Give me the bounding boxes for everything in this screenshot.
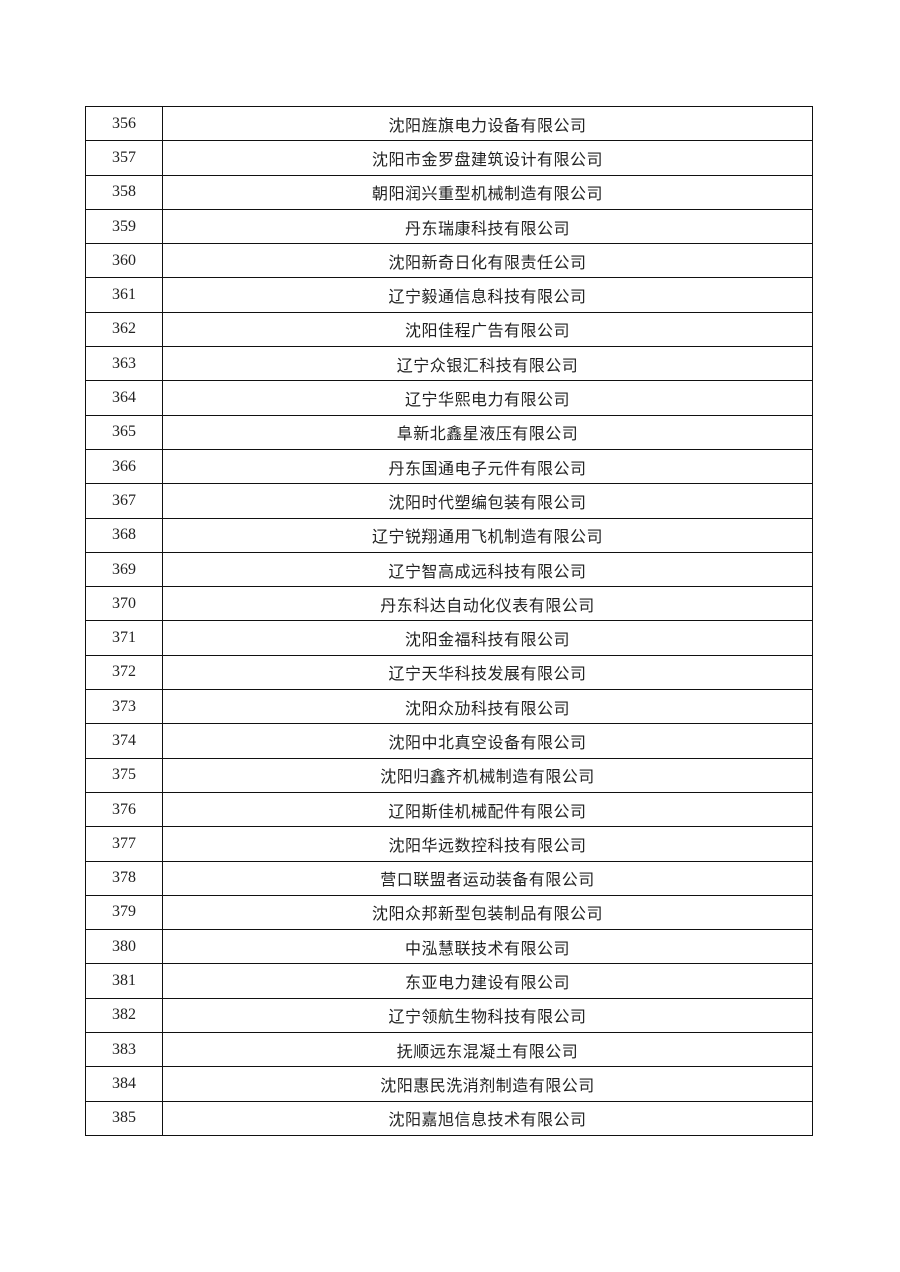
- row-number: 376: [85, 791, 163, 828]
- table-row: 357 沈阳市金罗盘建筑设计有限公司: [85, 140, 813, 176]
- row-number: 383: [85, 1032, 163, 1068]
- row-number: 363: [85, 346, 163, 382]
- company-name: 辽宁毅通信息科技有限公司: [162, 277, 813, 313]
- row-number: 357: [85, 140, 163, 176]
- row-number: 362: [85, 311, 163, 348]
- row-number: 374: [85, 723, 163, 759]
- table-row: 384 沈阳惠民洗消剂制造有限公司: [85, 1066, 813, 1102]
- table-row: 365 阜新北鑫星液压有限公司: [85, 414, 813, 450]
- company-name: 沈阳众邦新型包装制品有限公司: [162, 894, 813, 931]
- row-number: 369: [85, 551, 163, 588]
- company-name: 沈阳嘉旭信息技术有限公司: [162, 1100, 813, 1136]
- company-name: 沈阳佳程广告有限公司: [162, 311, 813, 348]
- row-number: 370: [85, 586, 163, 622]
- table-row: 364 辽宁华熙电力有限公司: [85, 380, 813, 416]
- company-name: 沈阳旌旗电力设备有限公司: [162, 105, 813, 142]
- row-number: 366: [85, 448, 163, 485]
- row-number: 367: [85, 483, 163, 519]
- company-name: 沈阳时代塑编包装有限公司: [162, 483, 813, 519]
- company-name: 辽宁天华科技发展有限公司: [162, 654, 813, 691]
- row-number: 378: [85, 860, 163, 896]
- table-row: 367 沈阳时代塑编包装有限公司: [85, 483, 813, 519]
- table-row: 380 中泓慧联技术有限公司: [85, 929, 813, 965]
- table-row: 361 辽宁毅通信息科技有限公司: [85, 277, 813, 313]
- table-row: 381 东亚电力建设有限公司: [85, 963, 813, 999]
- table-row: 369 辽宁智高成远科技有限公司: [85, 551, 813, 588]
- row-number: 361: [85, 277, 163, 313]
- company-name: 朝阳润兴重型机械制造有限公司: [162, 174, 813, 210]
- company-name: 抚顺远东混凝土有限公司: [162, 1032, 813, 1068]
- company-name: 营口联盟者运动装备有限公司: [162, 860, 813, 896]
- company-name: 辽宁华熙电力有限公司: [162, 380, 813, 416]
- table-row: 383 抚顺远东混凝土有限公司: [85, 1032, 813, 1068]
- company-name: 辽宁锐翔通用飞机制造有限公司: [162, 517, 813, 553]
- company-name: 东亚电力建设有限公司: [162, 963, 813, 999]
- table-row: 377 沈阳华远数控科技有限公司: [85, 826, 813, 862]
- table-row: 376 辽阳斯佳机械配件有限公司: [85, 791, 813, 828]
- row-number: 384: [85, 1066, 163, 1102]
- company-name: 辽宁智高成远科技有限公司: [162, 551, 813, 588]
- table-row: 382 辽宁领航生物科技有限公司: [85, 997, 813, 1034]
- company-name: 辽宁领航生物科技有限公司: [162, 997, 813, 1034]
- company-name: 沈阳华远数控科技有限公司: [162, 826, 813, 862]
- row-number: 356: [85, 105, 163, 142]
- row-number: 360: [85, 243, 163, 279]
- company-name: 沈阳市金罗盘建筑设计有限公司: [162, 140, 813, 176]
- company-name: 丹东瑞康科技有限公司: [162, 208, 813, 245]
- company-name: 沈阳众劢科技有限公司: [162, 689, 813, 725]
- table-row: 360 沈阳新奇日化有限责任公司: [85, 243, 813, 279]
- company-name: 沈阳归鑫齐机械制造有限公司: [162, 757, 813, 793]
- table-row: 374 沈阳中北真空设备有限公司: [85, 723, 813, 759]
- table-row: 363 辽宁众银汇科技有限公司: [85, 346, 813, 382]
- row-number: 377: [85, 826, 163, 862]
- table-row: 378 营口联盟者运动装备有限公司: [85, 860, 813, 896]
- row-number: 365: [85, 414, 163, 450]
- company-name: 中泓慧联技术有限公司: [162, 929, 813, 965]
- row-number: 371: [85, 620, 163, 656]
- table-row: 385 沈阳嘉旭信息技术有限公司: [85, 1100, 813, 1136]
- table-row: 373 沈阳众劢科技有限公司: [85, 689, 813, 725]
- table-row: 375 沈阳归鑫齐机械制造有限公司: [85, 757, 813, 793]
- table-body: 356 沈阳旌旗电力设备有限公司 357 沈阳市金罗盘建筑设计有限公司 358 朝阳润兴重…: [85, 105, 813, 1136]
- row-number: 364: [85, 380, 163, 416]
- company-name: 沈阳金福科技有限公司: [162, 620, 813, 656]
- company-name: 沈阳新奇日化有限责任公司: [162, 243, 813, 279]
- table-row: 372 辽宁天华科技发展有限公司: [85, 654, 813, 691]
- table-row: 379 沈阳众邦新型包装制品有限公司: [85, 894, 813, 931]
- company-name: 丹东科达自动化仪表有限公司: [162, 586, 813, 622]
- company-name: 沈阳惠民洗消剂制造有限公司: [162, 1066, 813, 1102]
- row-number: 368: [85, 517, 163, 553]
- row-number: 381: [85, 963, 163, 999]
- company-name: 辽宁众银汇科技有限公司: [162, 346, 813, 382]
- row-number: 380: [85, 929, 163, 965]
- row-number: 375: [85, 757, 163, 793]
- table-row: 368 辽宁锐翔通用飞机制造有限公司: [85, 517, 813, 553]
- company-name: 阜新北鑫星液压有限公司: [162, 414, 813, 450]
- table-row: 362 沈阳佳程广告有限公司: [85, 311, 813, 348]
- table-row: 356 沈阳旌旗电力设备有限公司: [85, 105, 813, 142]
- table-row: 366 丹东国通电子元件有限公司: [85, 448, 813, 485]
- company-name: 丹东国通电子元件有限公司: [162, 448, 813, 485]
- row-number: 373: [85, 689, 163, 725]
- row-number: 358: [85, 174, 163, 210]
- row-number: 372: [85, 654, 163, 691]
- row-number: 379: [85, 894, 163, 931]
- table-row: 359 丹东瑞康科技有限公司: [85, 208, 813, 245]
- row-number: 382: [85, 997, 163, 1034]
- table-row: 358 朝阳润兴重型机械制造有限公司: [85, 174, 813, 210]
- row-number: 359: [85, 208, 163, 245]
- company-name: 辽阳斯佳机械配件有限公司: [162, 791, 813, 828]
- company-name: 沈阳中北真空设备有限公司: [162, 723, 813, 759]
- table-row: 371 沈阳金福科技有限公司: [85, 620, 813, 656]
- row-number: 385: [85, 1100, 163, 1136]
- table-row: 370 丹东科达自动化仪表有限公司: [85, 586, 813, 622]
- company-list-table: 356 沈阳旌旗电力设备有限公司 357 沈阳市金罗盘建筑设计有限公司 358 朝阳润兴重…: [85, 105, 813, 1136]
